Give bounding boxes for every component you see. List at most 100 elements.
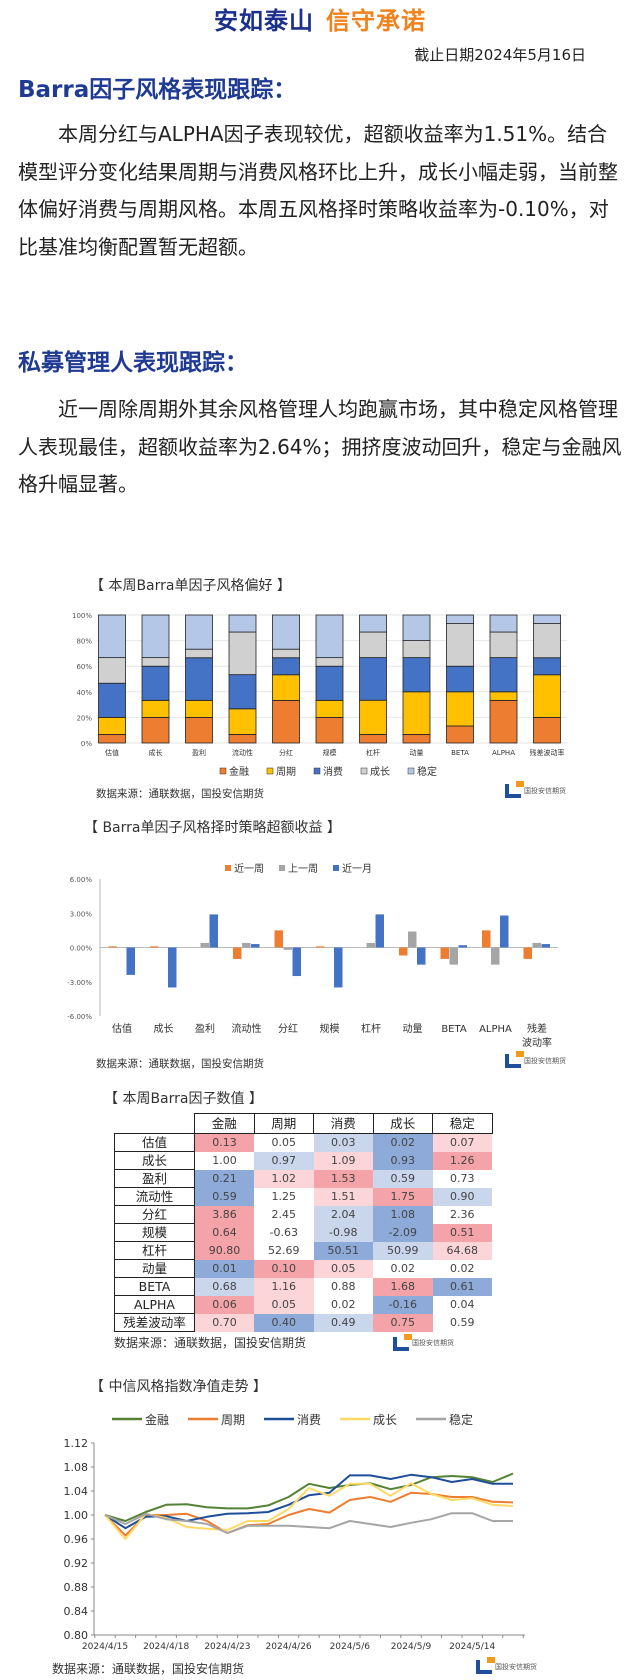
table-cell: 0.73 — [432, 1169, 492, 1188]
x-tick-label: 2024/5/6 — [330, 1642, 371, 1652]
y-tick-label: 0.80 — [64, 1629, 89, 1642]
bar-近一月 — [334, 947, 343, 988]
x-tick-label: 成长 — [149, 748, 163, 757]
line-稳定 — [104, 1512, 513, 1534]
table-cell: 1.08 — [373, 1205, 433, 1224]
table-cell: 90.80 — [194, 1241, 254, 1260]
bar-segment-消费 — [141, 665, 170, 701]
table-cell: 0.21 — [194, 1169, 254, 1188]
bar-segment-稳定 — [446, 614, 474, 624]
bar-segment-成长 — [446, 623, 474, 667]
column-header: 消费 — [313, 1113, 374, 1134]
table-cell: 64.68 — [432, 1241, 492, 1260]
row-label: 流动性 — [114, 1187, 195, 1206]
line-成长 — [104, 1482, 514, 1540]
bar-segment-成长 — [185, 648, 213, 659]
y-tick-label: 0.92 — [64, 1557, 89, 1570]
bar-segment-成长 — [315, 657, 344, 667]
bar-segment-稳定 — [533, 614, 561, 624]
bar-segment-稳定 — [141, 614, 170, 659]
bar-segment-消费 — [228, 674, 257, 710]
bar-segment-金融 — [489, 699, 518, 744]
x-tick-label: 估值 — [112, 1022, 132, 1035]
legend-label: 周期 — [221, 1413, 245, 1427]
table-cell: 0.59 — [432, 1313, 492, 1332]
bar-近一周 — [150, 946, 159, 948]
x-tick-label: 分红 — [278, 1022, 298, 1035]
bar-近一月 — [292, 947, 301, 977]
y-tick-label: -6.00% — [67, 1013, 92, 1021]
bar-segment-金融 — [228, 734, 257, 744]
bar-segment-金融 — [533, 717, 561, 744]
row-label: BETA — [114, 1277, 195, 1296]
bar-segment-周期 — [272, 674, 300, 701]
bar-segment-成长 — [402, 640, 431, 659]
bar-segment-周期 — [315, 699, 344, 718]
x-tick-label: 2024/4/26 — [266, 1642, 312, 1652]
table-source: 数据来源：通联数据，国投安信期货 — [114, 1336, 307, 1350]
bar-segment-稳定 — [402, 614, 431, 642]
bar-segment-金融 — [272, 699, 300, 744]
bar-近一月 — [168, 947, 177, 988]
legend-label: 稳定 — [417, 765, 437, 778]
bar-segment-成长 — [98, 657, 126, 684]
bar-segment-金融 — [141, 717, 170, 744]
legend-swatch — [266, 767, 274, 775]
table-cell: 0.07 — [432, 1133, 492, 1152]
table-cell: 0.06 — [194, 1295, 254, 1314]
bar-上一周 — [449, 947, 458, 965]
x-tick-label: 分红 — [279, 748, 293, 757]
bar-segment-成长 — [489, 631, 518, 659]
table-cell: 0.61 — [432, 1277, 492, 1296]
factor-table-block: 金融 周期 消费 成长 稳定 估值 0.13 0.05 0.03 0.02 0.07 成长 1.00 0.… — [114, 1113, 494, 1351]
bar-segment-稳定 — [489, 614, 518, 633]
x-tick-label: 盈利 — [195, 1023, 215, 1035]
table-cell: 0.97 — [254, 1151, 314, 1170]
y-tick-label: 3.00% — [70, 910, 93, 918]
table-cell: 1.51 — [313, 1187, 373, 1206]
bar-segment-稳定 — [272, 614, 300, 650]
chart1-title: 【 本周Barra单因子风格偏好 】 — [90, 578, 291, 594]
table-cell: 2.45 — [254, 1205, 314, 1224]
bar-近一周 — [440, 947, 449, 959]
row-label: 动量 — [114, 1259, 195, 1278]
table-header: 金融 周期 消费 成长 稳定 — [115, 1113, 493, 1134]
table-cell: 0.51 — [432, 1223, 492, 1242]
chart4-title: 【 中信风格指数净值走势 】 — [90, 1379, 267, 1395]
company-logo: 国投安信期货 — [476, 1657, 537, 1674]
bar-segment-消费 — [272, 657, 300, 676]
bar-近一周 — [482, 930, 491, 948]
x-tick-label: 波动率 — [522, 1036, 552, 1049]
y-tick-label: 1.00 — [64, 1509, 89, 1522]
row-label: 成长 — [114, 1151, 195, 1170]
grouped-bar-chart: -6.00% -3.00% 0.00% 3.00% 6.00% 估值 成长 盈利 流动性 分红 规模… — [67, 862, 558, 1049]
column-header: 金融 — [194, 1113, 255, 1134]
table-cell: -0.98 — [313, 1223, 373, 1242]
bar-segment-稳定 — [98, 614, 126, 659]
bar-近一周 — [233, 947, 242, 959]
table-cell: -0.16 — [373, 1295, 433, 1314]
legend-swatch — [333, 865, 339, 871]
bar-上一周 — [283, 947, 292, 950]
line-周期 — [104, 1491, 514, 1537]
table-cell: 2.36 — [432, 1205, 492, 1224]
table-footer: 数据来源：通联数据，国投安信期货 国投安信期货 — [114, 1333, 454, 1351]
x-tick-label: 杠杆 — [366, 748, 380, 757]
table-row: 杠杆 90.80 52.69 50.51 50.99 64.68 — [114, 1241, 492, 1260]
bar-segment-消费 — [185, 657, 213, 701]
bar-segment-周期 — [359, 699, 387, 735]
table-cell: 52.69 — [254, 1241, 314, 1260]
legend-swatch — [225, 865, 231, 871]
legend-label: 金融 — [145, 1412, 169, 1427]
bar-近一月 — [500, 915, 509, 948]
bar-上一周 — [366, 942, 375, 948]
y-tick-label: 0.84 — [64, 1605, 89, 1618]
table-cell: 0.49 — [313, 1313, 373, 1332]
x-tick-label: 规模 — [320, 1022, 340, 1035]
bar-segment-周期 — [533, 674, 561, 718]
legend-label: 消费 — [297, 1413, 321, 1427]
table-cell: 2.04 — [313, 1205, 373, 1224]
table-cell: 1.16 — [254, 1277, 314, 1296]
x-tick-label: 残差波动率 — [530, 748, 565, 757]
table-row: 盈利 0.21 1.02 1.53 0.59 0.73 — [114, 1169, 492, 1188]
